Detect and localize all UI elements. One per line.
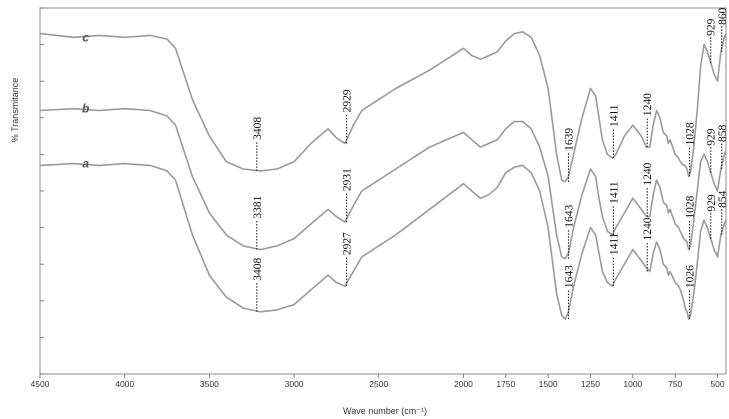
x-tick-label-4000: 4000 bbox=[115, 379, 134, 389]
spectrum-b bbox=[39, 107, 727, 260]
peak-label-a-3408: 3408 bbox=[252, 258, 264, 281]
peak-label-c-1028: 1028 bbox=[685, 122, 697, 145]
peak-label-c-1639: 1639 bbox=[563, 128, 575, 151]
x-tick-label-1250: 1250 bbox=[581, 379, 600, 389]
peak-label-a-854: 854 bbox=[717, 190, 729, 208]
y-axis-ticks bbox=[40, 7, 44, 375]
spectrum-a bbox=[39, 162, 727, 320]
x-tick-label-2000: 2000 bbox=[454, 379, 473, 389]
peak-label-a-1240: 1240 bbox=[642, 217, 654, 240]
x-axis-ticks: 4500 4000 3500 3000 2500 2000 1750 1500 1250 1000… bbox=[31, 374, 725, 389]
peak-label-c-2929: 2929 bbox=[342, 89, 354, 112]
peak-label-b-858: 858 bbox=[717, 125, 729, 143]
x-tick-label-4500: 4500 bbox=[31, 379, 50, 389]
peak-label-a-1411: 1411 bbox=[608, 232, 620, 255]
x-tick-label-750: 750 bbox=[668, 379, 682, 389]
x-tick-label-500: 500 bbox=[710, 379, 724, 389]
spectrum-c bbox=[39, 31, 727, 183]
x-tick-label-3500: 3500 bbox=[200, 379, 219, 389]
y-axis-title: % Transmitance bbox=[10, 78, 20, 143]
peak-label-a-929: 929 bbox=[706, 194, 718, 212]
peak-label-c-1411: 1411 bbox=[608, 104, 620, 127]
peak-label-b-1411: 1411 bbox=[608, 181, 620, 204]
x-tick-label-1500: 1500 bbox=[539, 379, 558, 389]
peak-label-a-1643: 1643 bbox=[563, 265, 575, 288]
x-tick-label-3000: 3000 bbox=[285, 379, 304, 389]
peak-label-a-2927: 2927 bbox=[342, 232, 354, 255]
peak-label-c-929: 929 bbox=[706, 18, 718, 36]
peak-label-b-2931: 2931 bbox=[342, 168, 354, 191]
peak-label-a-1026: 1026 bbox=[685, 265, 697, 288]
x-axis-title: Wave number (cm⁻¹) bbox=[343, 406, 427, 416]
peak-label-b-929: 929 bbox=[706, 128, 718, 146]
peak-label-c-3408: 3408 bbox=[252, 117, 264, 140]
peak-label-b-3381: 3381 bbox=[252, 195, 264, 218]
plot-frame bbox=[39, 7, 727, 375]
series-label-c: c bbox=[82, 30, 89, 44]
x-tick-label-1750: 1750 bbox=[496, 379, 515, 389]
peak-label-c-1240: 1240 bbox=[642, 93, 654, 116]
series-label-b: b bbox=[82, 102, 89, 116]
peak-label-c-860: 860 bbox=[717, 7, 729, 25]
x-tick-label-1000: 1000 bbox=[623, 379, 642, 389]
series-label-a: a bbox=[82, 157, 89, 171]
peak-label-b-1643: 1643 bbox=[563, 204, 575, 227]
peak-label-b-1028: 1028 bbox=[685, 195, 697, 218]
spectra: c b a bbox=[39, 30, 727, 320]
x-tick-label-2500: 2500 bbox=[369, 379, 388, 389]
peak-label-b-1240: 1240 bbox=[642, 162, 654, 185]
